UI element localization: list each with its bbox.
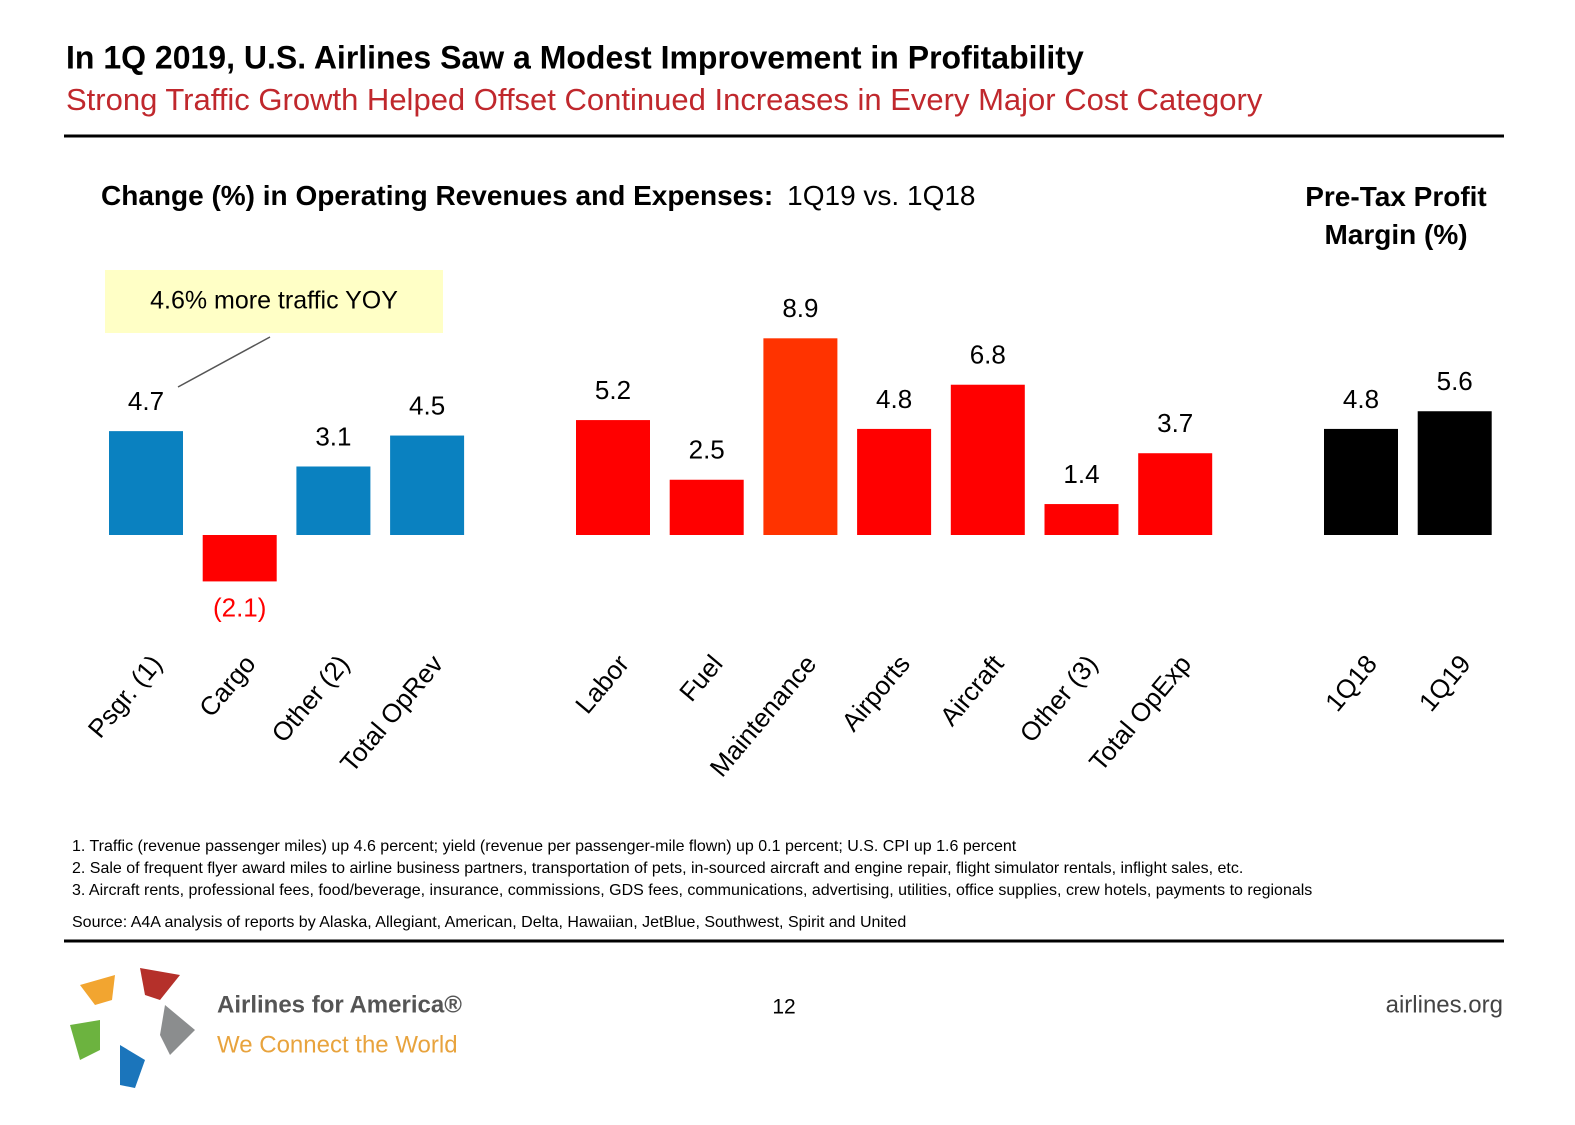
bar [576, 420, 650, 535]
data-label: 6.8 [970, 340, 1006, 370]
footnote: 1. Traffic (revenue passenger miles) up … [72, 838, 1017, 855]
footnote: 2. Sale of frequent flyer award miles to… [72, 860, 1243, 877]
annotation-box [105, 270, 443, 333]
bar [1417, 411, 1492, 535]
bar [1044, 504, 1119, 535]
bar [296, 466, 371, 535]
tagline: We Connect the World [217, 1031, 458, 1058]
data-label: 1.4 [1063, 459, 1099, 489]
bar [950, 384, 1025, 535]
x-tick-label: Airports [835, 649, 916, 737]
x-tick-label: Labor [569, 649, 635, 719]
chart-title-period: 1Q19 vs. 1Q18 [787, 180, 975, 211]
data-label: 3.1 [315, 421, 351, 451]
title: In 1Q 2019, U.S. Airlines Saw a Modest I… [66, 39, 1084, 75]
x-tick-label: 1Q18 [1319, 649, 1383, 717]
bar [109, 431, 183, 535]
bar [1138, 453, 1213, 535]
data-label: 8.9 [782, 293, 818, 323]
x-tick-label: 1Q19 [1413, 649, 1477, 717]
annotation: 4.6% more traffic YOY [150, 287, 398, 315]
bar [1324, 428, 1398, 535]
x-tick-label: Other (2) [265, 649, 355, 748]
data-label: 3.7 [1157, 408, 1193, 438]
bar [669, 479, 744, 535]
data-label: 4.8 [1343, 384, 1379, 414]
bar [763, 338, 838, 535]
data-label: 4.8 [876, 384, 912, 414]
bar [857, 428, 932, 535]
chart-title: Change (%) in Operating Revenues and Exp… [101, 180, 976, 211]
data-label: 2.5 [689, 435, 725, 465]
data-label: (2.1) [213, 592, 266, 622]
subtitle: Strong Traffic Growth Helped Offset Cont… [66, 82, 1263, 117]
source: Source: A4A analysis of reports by Alask… [72, 914, 906, 931]
org-name: Airlines for America® [217, 991, 462, 1018]
x-tick-label: Fuel [673, 649, 728, 707]
x-tick-label: Psgr. (1) [82, 649, 168, 744]
url: airlines.org [1386, 991, 1503, 1018]
annotation-leader [177, 336, 271, 388]
logo [70, 968, 195, 1088]
bar [202, 535, 277, 582]
chart-title-main: Change (%) in Operating Revenues and Exp… [101, 180, 773, 211]
chart-title: Pre-Tax Profit Margin (%) [1305, 181, 1487, 250]
data-label: 5.2 [595, 375, 631, 405]
footnote: 3. Aircraft rents, professional fees, fo… [72, 882, 1312, 899]
data-label: 5.6 [1437, 366, 1473, 396]
x-tick-label: Other (3) [1014, 649, 1104, 748]
x-tick-label: Aircraft [934, 648, 1010, 731]
bar [390, 435, 465, 535]
x-tick-label: Cargo [193, 649, 262, 723]
data-label: 4.7 [128, 386, 164, 416]
page-number: 12 [772, 996, 795, 1019]
data-label: 4.5 [409, 390, 445, 420]
